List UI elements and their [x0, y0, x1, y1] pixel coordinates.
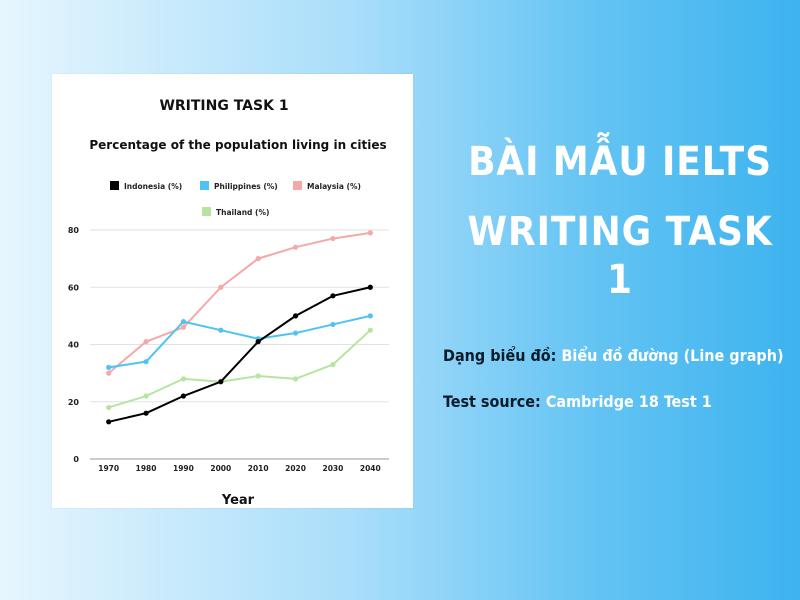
legend-swatch — [293, 181, 302, 190]
x-axis-ticks: 1970 1980 1990 2000 2010 2020 2030 2040 — [98, 464, 381, 473]
data-point — [367, 284, 373, 290]
data-point — [255, 339, 261, 345]
series-line — [107, 231, 372, 375]
data-point — [143, 393, 149, 399]
data-point — [180, 319, 187, 325]
x-tick-label: 1970 — [98, 464, 119, 473]
legend-label: Philippines (%) — [214, 182, 278, 191]
data-point — [143, 339, 149, 345]
series-line — [107, 286, 372, 423]
test-source-value: Cambridge 18 Test 1 — [545, 392, 712, 411]
chart-grid — [90, 229, 389, 460]
legend-label: Indonesia (%) — [124, 182, 182, 191]
data-point — [330, 235, 336, 242]
data-point — [292, 313, 299, 319]
legend-swatch — [110, 181, 119, 190]
x-tick-label: 2000 — [210, 464, 231, 473]
data-point — [218, 284, 224, 290]
x-tick-label: 2030 — [323, 464, 344, 473]
chart-type-info: Dạng biểu đồ: Biểu đồ đường (Line graph) — [443, 346, 793, 365]
y-tick-label: 60 — [68, 283, 80, 292]
y-axis-ticks: 0 20 40 60 80 — [68, 226, 80, 464]
legend-swatch — [202, 207, 211, 216]
data-point — [180, 324, 187, 330]
data-point — [292, 244, 299, 250]
data-point — [106, 404, 112, 411]
data-point — [367, 313, 373, 319]
x-tick-label: 1980 — [136, 464, 157, 473]
data-point — [106, 419, 112, 425]
legend-label: Malaysia (%) — [307, 182, 361, 191]
x-tick-label: 2040 — [360, 464, 381, 473]
data-point — [292, 330, 299, 336]
data-point — [292, 376, 299, 382]
series-line — [107, 329, 372, 409]
chart-subtitle: Percentage of the population living in c… — [89, 138, 386, 152]
y-tick-label: 40 — [68, 341, 80, 350]
x-tick-label: 2010 — [248, 464, 269, 473]
legend-label: Thailand (%) — [216, 208, 269, 217]
y-tick-label: 80 — [68, 226, 80, 235]
chart-title: WRITING TASK 1 — [159, 98, 288, 114]
data-point — [330, 293, 336, 299]
y-tick-label: 0 — [73, 455, 79, 464]
chart-type-value: Biểu đồ đường (Line graph) — [561, 346, 784, 365]
data-point — [180, 376, 187, 382]
data-point — [255, 256, 261, 262]
chart-type-label: Dạng biểu đồ: — [443, 346, 557, 365]
series-line — [107, 314, 372, 369]
data-point — [106, 370, 112, 376]
chart-series — [106, 230, 373, 425]
chart-legend: Indonesia (%) Philippines (%) Malaysia (%)… — [110, 181, 361, 217]
headline-line-1: BÀI MẪU IELTS — [468, 139, 772, 185]
data-point — [218, 327, 224, 333]
x-axis-label: Year — [221, 493, 255, 508]
y-tick-label: 20 — [68, 398, 80, 407]
data-point — [143, 410, 149, 416]
test-source-label: Test source: — [443, 392, 541, 411]
x-tick-label: 1990 — [173, 464, 194, 473]
data-point — [218, 379, 224, 385]
data-point — [143, 359, 149, 365]
data-point — [367, 327, 373, 333]
x-tick-label: 2020 — [285, 464, 306, 473]
data-point — [180, 393, 187, 399]
data-point — [367, 230, 373, 236]
legend-swatch — [200, 181, 209, 190]
line-chart: WRITING TASK 1 Percentage of the populat… — [68, 98, 389, 508]
data-point — [330, 361, 336, 368]
data-point — [330, 321, 336, 328]
data-point — [255, 373, 261, 379]
chart-card: WRITING TASK 1 Percentage of the populat… — [52, 74, 413, 508]
data-point — [106, 364, 112, 370]
headline-line-2: WRITING TASK 1 — [467, 209, 773, 303]
test-source-info: Test source: Cambridge 18 Test 1 — [443, 392, 793, 411]
